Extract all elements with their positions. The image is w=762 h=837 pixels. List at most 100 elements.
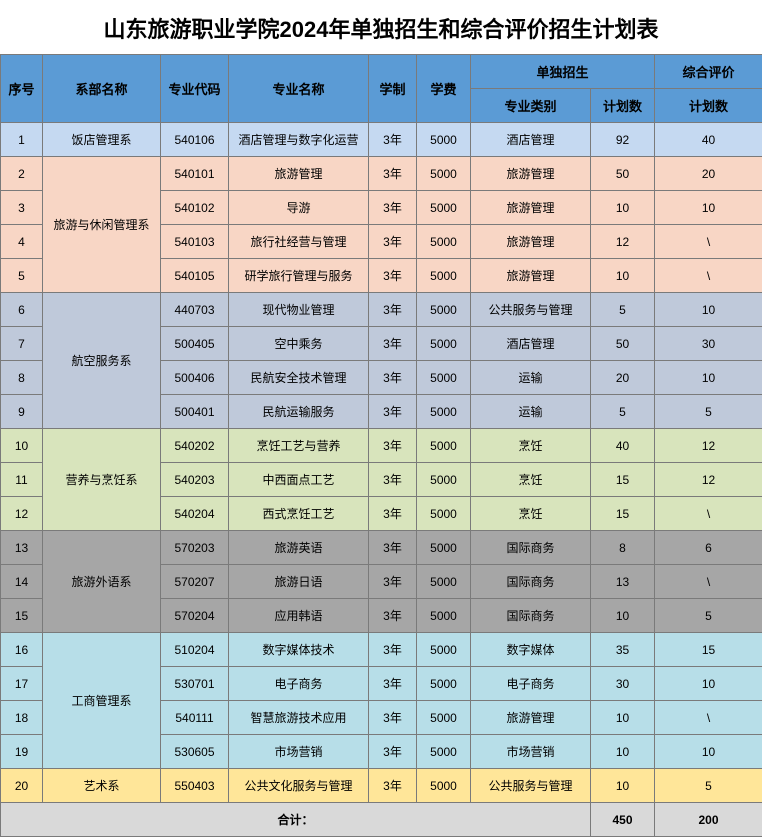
cell-plan1: 10: [591, 599, 655, 633]
cell-seq: 1: [1, 123, 43, 157]
cell-fee: 5000: [417, 123, 471, 157]
cell-fee: 5000: [417, 599, 471, 633]
cell-code: 540102: [161, 191, 229, 225]
cell-seq: 17: [1, 667, 43, 701]
cell-code: 500405: [161, 327, 229, 361]
cell-plan1: 5: [591, 395, 655, 429]
cell-category: 国际商务: [471, 565, 591, 599]
cell-code: 570203: [161, 531, 229, 565]
table-row: 6航空服务系440703现代物业管理3年5000公共服务与管理510: [1, 293, 762, 327]
cell-fee: 5000: [417, 531, 471, 565]
cell-major: 现代物业管理: [229, 293, 369, 327]
cell-plan1: 10: [591, 735, 655, 769]
cell-plan2: 30: [655, 327, 762, 361]
cell-fee: 5000: [417, 667, 471, 701]
cell-duration: 3年: [369, 565, 417, 599]
cell-plan2: 10: [655, 667, 762, 701]
cell-plan1: 13: [591, 565, 655, 599]
header-single: 单独招生: [471, 55, 655, 89]
cell-seq: 9: [1, 395, 43, 429]
cell-fee: 5000: [417, 361, 471, 395]
cell-plan2: 20: [655, 157, 762, 191]
cell-plan1: 15: [591, 497, 655, 531]
cell-plan1: 10: [591, 701, 655, 735]
cell-plan1: 12: [591, 225, 655, 259]
cell-plan1: 10: [591, 769, 655, 803]
cell-duration: 3年: [369, 599, 417, 633]
cell-plan1: 92: [591, 123, 655, 157]
cell-category: 电子商务: [471, 667, 591, 701]
cell-dept: 航空服务系: [43, 293, 161, 429]
cell-duration: 3年: [369, 123, 417, 157]
cell-fee: 5000: [417, 157, 471, 191]
cell-fee: 5000: [417, 327, 471, 361]
cell-plan2: 10: [655, 191, 762, 225]
cell-seq: 5: [1, 259, 43, 293]
table-row: 1饭店管理系540106酒店管理与数字化运营3年5000酒店管理9240: [1, 123, 762, 157]
cell-plan2: \: [655, 565, 762, 599]
header-seq: 序号: [1, 55, 43, 123]
cell-plan1: 50: [591, 157, 655, 191]
cell-duration: 3年: [369, 395, 417, 429]
table-row: 10营养与烹饪系540202烹饪工艺与营养3年5000烹饪4012: [1, 429, 762, 463]
cell-plan2: 12: [655, 463, 762, 497]
footer-row: 合计： 450 200: [1, 803, 762, 837]
cell-plan2: 10: [655, 293, 762, 327]
cell-plan2: 40: [655, 123, 762, 157]
cell-fee: 5000: [417, 565, 471, 599]
cell-category: 运输: [471, 361, 591, 395]
cell-category: 运输: [471, 395, 591, 429]
cell-code: 510204: [161, 633, 229, 667]
cell-duration: 3年: [369, 157, 417, 191]
cell-major: 旅游英语: [229, 531, 369, 565]
cell-code: 570207: [161, 565, 229, 599]
table-body: 1饭店管理系540106酒店管理与数字化运营3年5000酒店管理92402旅游与…: [1, 123, 762, 803]
cell-fee: 5000: [417, 225, 471, 259]
cell-major: 中西面点工艺: [229, 463, 369, 497]
cell-category: 酒店管理: [471, 123, 591, 157]
cell-plan1: 8: [591, 531, 655, 565]
cell-category: 酒店管理: [471, 327, 591, 361]
cell-fee: 5000: [417, 769, 471, 803]
table-header: 序号 系部名称 专业代码 专业名称 学制 学费 单独招生 综合评价 专业类别 计…: [1, 55, 762, 123]
cell-category: 旅游管理: [471, 157, 591, 191]
cell-code: 540204: [161, 497, 229, 531]
cell-plan2: 10: [655, 361, 762, 395]
enrollment-table: 序号 系部名称 专业代码 专业名称 学制 学费 单独招生 综合评价 专业类别 计…: [0, 54, 762, 837]
cell-plan1: 40: [591, 429, 655, 463]
cell-code: 540106: [161, 123, 229, 157]
cell-fee: 5000: [417, 429, 471, 463]
cell-duration: 3年: [369, 293, 417, 327]
cell-plan2: \: [655, 497, 762, 531]
cell-category: 数字媒体: [471, 633, 591, 667]
cell-plan2: 6: [655, 531, 762, 565]
cell-major: 酒店管理与数字化运营: [229, 123, 369, 157]
cell-major: 研学旅行管理与服务: [229, 259, 369, 293]
cell-major: 数字媒体技术: [229, 633, 369, 667]
header-code: 专业代码: [161, 55, 229, 123]
cell-fee: 5000: [417, 191, 471, 225]
page-title: 山东旅游职业学院2024年单独招生和综合评价招生计划表: [0, 0, 762, 54]
cell-code: 500401: [161, 395, 229, 429]
cell-code: 540111: [161, 701, 229, 735]
cell-major: 应用韩语: [229, 599, 369, 633]
table-row: 16工商管理系510204数字媒体技术3年5000数字媒体3515: [1, 633, 762, 667]
cell-seq: 15: [1, 599, 43, 633]
cell-code: 530701: [161, 667, 229, 701]
cell-major: 西式烹饪工艺: [229, 497, 369, 531]
cell-duration: 3年: [369, 769, 417, 803]
cell-major: 旅行社经营与管理: [229, 225, 369, 259]
cell-duration: 3年: [369, 735, 417, 769]
cell-duration: 3年: [369, 531, 417, 565]
cell-category: 烹饪: [471, 497, 591, 531]
cell-duration: 3年: [369, 225, 417, 259]
cell-category: 公共服务与管理: [471, 769, 591, 803]
cell-category: 市场营销: [471, 735, 591, 769]
cell-major: 空中乘务: [229, 327, 369, 361]
cell-major: 电子商务: [229, 667, 369, 701]
cell-seq: 19: [1, 735, 43, 769]
cell-seq: 14: [1, 565, 43, 599]
cell-seq: 7: [1, 327, 43, 361]
cell-duration: 3年: [369, 701, 417, 735]
cell-code: 540202: [161, 429, 229, 463]
